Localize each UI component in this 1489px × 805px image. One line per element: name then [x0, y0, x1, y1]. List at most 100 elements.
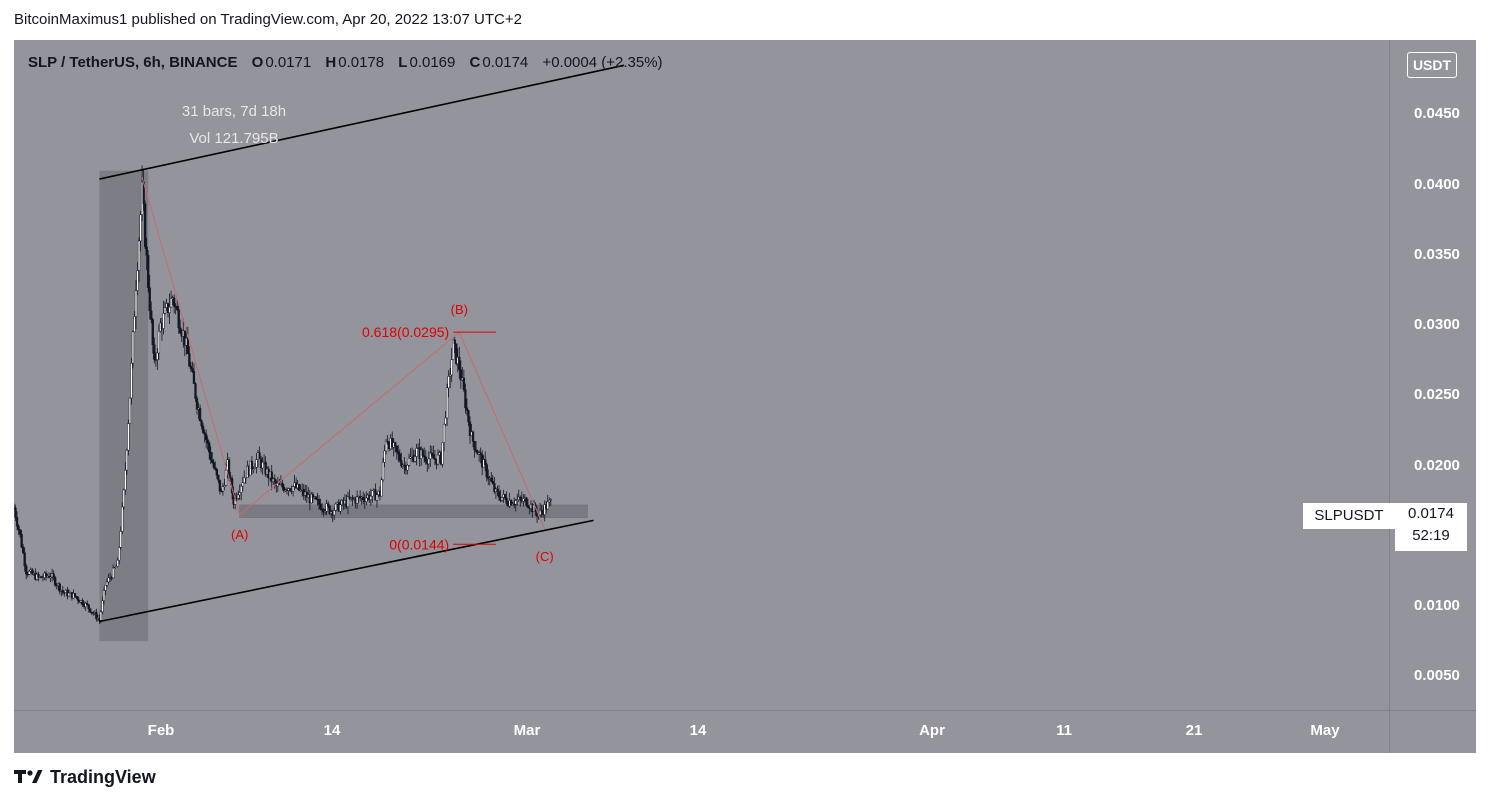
candle-body	[423, 455, 426, 458]
candle-body	[172, 297, 176, 307]
range-bars: 31 bars, 7d 18h	[181, 103, 287, 120]
candle-body	[206, 439, 209, 444]
candle-body	[462, 377, 466, 391]
candle-body	[406, 465, 409, 471]
candle-body	[237, 494, 240, 499]
x-tick-label: 11	[1056, 722, 1072, 739]
channel-lower-line	[99, 519, 594, 623]
candle-body	[194, 383, 197, 399]
candle-body	[116, 559, 119, 567]
candle-body	[442, 423, 446, 443]
candle-body	[549, 499, 552, 501]
candle-body	[118, 547, 121, 561]
candle-body	[215, 468, 218, 476]
last-price: 0.0174	[1408, 505, 1454, 522]
tradingview-footer[interactable]: TradingView	[14, 767, 156, 789]
candle-body	[139, 214, 142, 242]
candle-body	[394, 442, 397, 447]
candle-body	[189, 365, 193, 369]
candle-body	[241, 482, 244, 487]
candle-body	[111, 567, 115, 579]
candle-body	[522, 498, 525, 502]
candle-body	[150, 310, 153, 320]
candle-body	[474, 449, 478, 452]
candle-body	[52, 573, 55, 578]
candle-body	[273, 478, 276, 483]
candle-body	[455, 343, 458, 364]
candle-body	[369, 495, 373, 501]
price-chart[interactable]: 0.618(0.0295) 0(0.0144) (A) (B) (C)	[12, 40, 1389, 710]
legend-change: +0.0004 (+2.35%)	[542, 54, 663, 71]
candle-body	[430, 452, 434, 455]
x-tick-label: Mar	[513, 722, 541, 739]
x-tick-label: 21	[1185, 722, 1203, 739]
candle-body	[327, 503, 330, 507]
candle-body	[264, 461, 267, 475]
y-tick-label: 0.0350	[1414, 245, 1460, 263]
candle-body	[291, 486, 295, 492]
y-tick-label: 0.0100	[1414, 597, 1460, 615]
wave-line	[239, 331, 460, 516]
candle-body	[124, 469, 127, 491]
candle-body	[208, 442, 211, 453]
candle-body	[328, 505, 331, 514]
candle-body	[365, 497, 368, 502]
candle-body	[381, 461, 385, 481]
candle-body	[86, 603, 89, 605]
candle-body	[84, 603, 87, 608]
candle-body	[543, 504, 546, 515]
candle-body	[191, 368, 194, 372]
candle-body	[322, 509, 325, 513]
candle-body	[186, 337, 189, 354]
candle-body	[546, 501, 549, 510]
candle-body	[131, 331, 135, 364]
axis-corner[interactable]	[1389, 710, 1476, 753]
candle-body	[314, 496, 318, 500]
candle-body	[176, 305, 179, 310]
candle-body	[54, 577, 57, 586]
candle-body	[119, 531, 122, 548]
candle-body	[450, 359, 453, 376]
candle-body	[168, 306, 171, 313]
candle-body	[465, 407, 469, 411]
candle-body	[209, 451, 212, 461]
candle-body	[505, 497, 508, 504]
candle-body	[311, 493, 315, 498]
candle-body	[252, 468, 255, 470]
candle-body	[28, 571, 31, 575]
last-price-label: 0.0174 52:19	[1395, 503, 1467, 551]
candle-body	[424, 456, 427, 462]
wave-label: (A)	[231, 527, 248, 542]
candle-body	[323, 511, 327, 513]
candle-body	[496, 488, 499, 492]
currency-button[interactable]: USDT	[1407, 52, 1457, 78]
candle-body	[104, 585, 107, 591]
price-axis[interactable]	[1389, 40, 1476, 710]
channel-upper-line	[99, 64, 625, 180]
candle-body	[244, 476, 247, 479]
candle-body	[351, 497, 354, 500]
candle-body	[101, 600, 104, 613]
time-axis[interactable]	[14, 710, 1389, 753]
candle-body	[384, 440, 388, 452]
candle-body	[201, 425, 205, 433]
legend-low-value: 0.0169	[409, 54, 456, 71]
candle-body	[484, 459, 487, 465]
candle-body	[355, 496, 359, 504]
candle-body	[214, 467, 217, 470]
x-tick-label: Feb	[147, 722, 175, 739]
y-tick-label: 0.0400	[1414, 175, 1460, 193]
candle-body	[371, 490, 374, 497]
candle-body	[40, 576, 43, 578]
candle-body	[217, 474, 220, 481]
legend-high-value: 0.0178	[338, 54, 385, 71]
candle-body	[298, 484, 301, 491]
candle-body	[467, 410, 470, 423]
candle-body	[218, 479, 222, 492]
candle-body	[445, 387, 449, 419]
wave-label: (C)	[536, 549, 554, 564]
candle-body	[421, 449, 424, 456]
candle-body	[413, 456, 417, 462]
plot-area[interactable]: 0.618(0.0295) 0(0.0144) (A) (B) (C)	[12, 40, 1389, 710]
candle-body	[145, 246, 148, 256]
